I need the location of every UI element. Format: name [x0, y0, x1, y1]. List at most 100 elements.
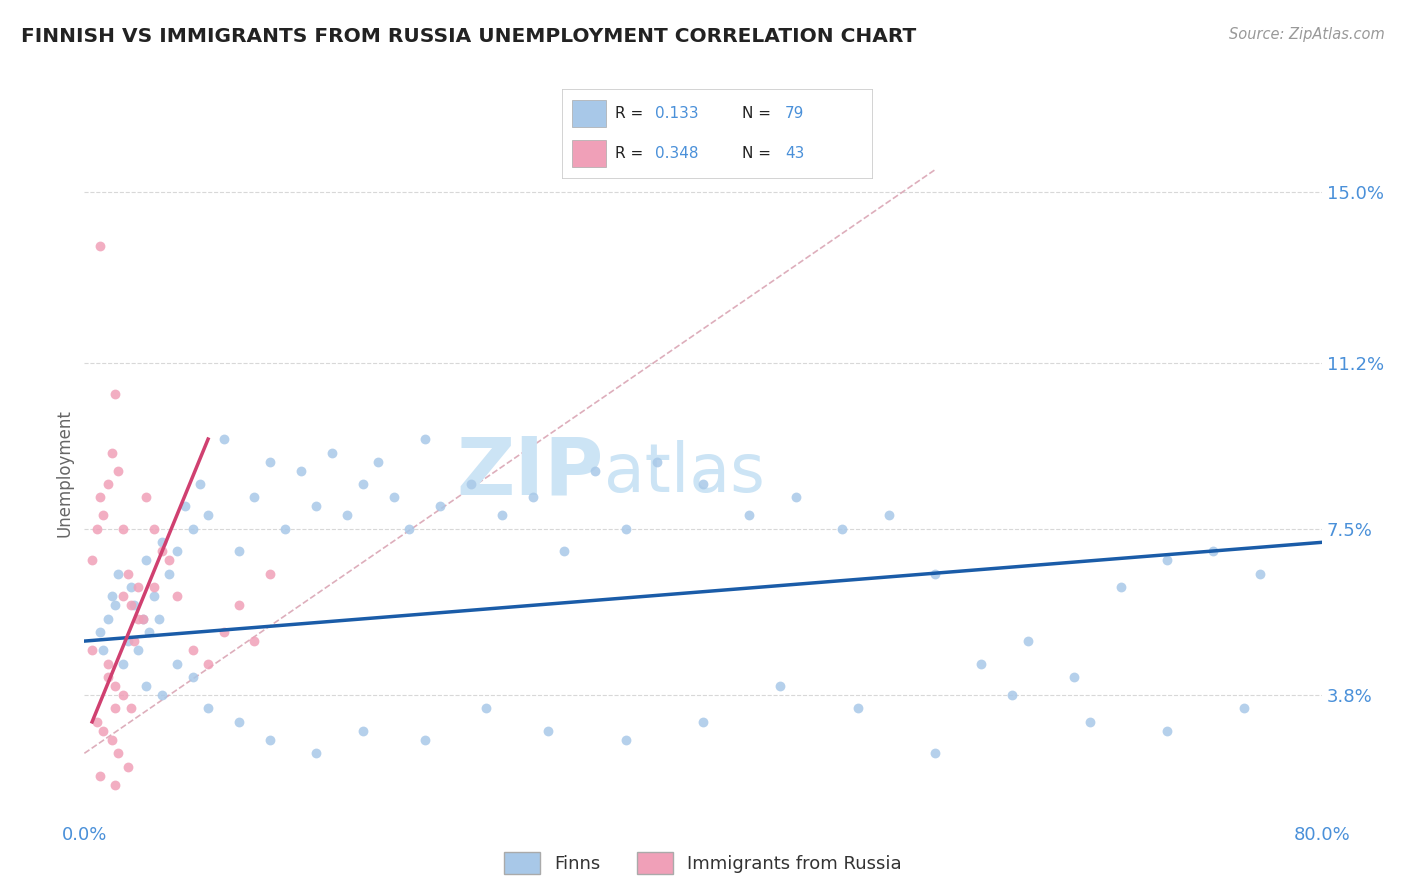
Point — [150, 535, 173, 549]
Point — [352, 477, 374, 491]
Text: FINNISH VS IMMIGRANTS FROM RUSSIA UNEMPLOYMENT CORRELATION CHART: FINNISH VS IMMIGRANTS FROM RUSSIA UNEMPL… — [21, 27, 917, 45]
Point — [150, 688, 173, 702]
Point — [143, 589, 166, 603]
Point — [82, 643, 104, 657]
Legend: Finns, Immigrants from Russia: Finns, Immigrants from Russia — [496, 845, 910, 881]
Point — [143, 522, 166, 536]
Point — [274, 522, 297, 536]
Point — [135, 679, 157, 693]
Point — [174, 500, 197, 514]
Point — [91, 508, 114, 523]
Text: N =: N = — [742, 106, 776, 120]
Point — [1233, 701, 1256, 715]
Point — [614, 522, 637, 536]
Point — [166, 657, 188, 671]
Point — [290, 463, 312, 477]
Point — [228, 544, 250, 558]
Point — [1078, 714, 1101, 729]
Point — [104, 679, 127, 693]
Point — [212, 625, 235, 640]
Point — [413, 432, 436, 446]
Point — [128, 643, 150, 657]
Point — [112, 688, 135, 702]
Point — [243, 491, 266, 505]
Text: R =: R = — [614, 106, 648, 120]
Point — [97, 670, 120, 684]
Point — [135, 553, 157, 567]
Point — [132, 612, 155, 626]
Point — [104, 778, 127, 792]
Point — [614, 732, 637, 747]
Point — [148, 612, 170, 626]
Point — [91, 643, 114, 657]
Point — [212, 432, 235, 446]
Point — [460, 477, 482, 491]
Point — [138, 625, 160, 640]
Point — [107, 463, 129, 477]
Point — [143, 580, 166, 594]
Point — [122, 598, 145, 612]
Point — [132, 612, 155, 626]
Point — [86, 714, 108, 729]
Point — [1249, 566, 1271, 581]
Point — [101, 589, 124, 603]
Point — [769, 679, 792, 693]
Text: 79: 79 — [785, 106, 804, 120]
Point — [259, 454, 281, 468]
Point — [785, 491, 807, 505]
Point — [112, 589, 135, 603]
Point — [89, 239, 111, 253]
Point — [104, 387, 127, 401]
Text: N =: N = — [742, 146, 776, 161]
Point — [1109, 580, 1132, 594]
Point — [117, 566, 139, 581]
Point — [1202, 544, 1225, 558]
Point — [429, 500, 451, 514]
Point — [522, 491, 544, 505]
Text: Source: ZipAtlas.com: Source: ZipAtlas.com — [1229, 27, 1385, 42]
Point — [120, 598, 142, 612]
Point — [924, 747, 946, 761]
Point — [82, 553, 104, 567]
Point — [86, 522, 108, 536]
Point — [135, 491, 157, 505]
Text: R =: R = — [614, 146, 648, 161]
Point — [1017, 634, 1039, 648]
Text: 0.348: 0.348 — [655, 146, 699, 161]
Point — [97, 612, 120, 626]
Bar — [572, 100, 606, 127]
Point — [159, 553, 181, 567]
Point — [692, 477, 714, 491]
Point — [398, 522, 420, 536]
Point — [117, 634, 139, 648]
Point — [197, 657, 219, 671]
Point — [259, 732, 281, 747]
Point — [336, 508, 359, 523]
Point — [107, 747, 129, 761]
Point — [846, 701, 869, 715]
Point — [1156, 723, 1178, 738]
Text: ZIP: ZIP — [457, 434, 605, 512]
Text: 0.133: 0.133 — [655, 106, 699, 120]
Text: atlas: atlas — [605, 440, 765, 506]
Point — [159, 566, 181, 581]
Point — [228, 598, 250, 612]
Point — [101, 445, 124, 459]
Point — [104, 701, 127, 715]
Point — [120, 580, 142, 594]
Point — [104, 598, 127, 612]
Point — [475, 701, 498, 715]
Point — [367, 454, 389, 468]
Point — [97, 657, 120, 671]
Point — [259, 566, 281, 581]
Point — [89, 769, 111, 783]
Point — [924, 566, 946, 581]
Point — [692, 714, 714, 729]
Point — [166, 544, 188, 558]
Point — [491, 508, 513, 523]
Point — [738, 508, 761, 523]
Point — [197, 508, 219, 523]
Point — [305, 747, 328, 761]
Point — [321, 445, 343, 459]
Point — [107, 566, 129, 581]
